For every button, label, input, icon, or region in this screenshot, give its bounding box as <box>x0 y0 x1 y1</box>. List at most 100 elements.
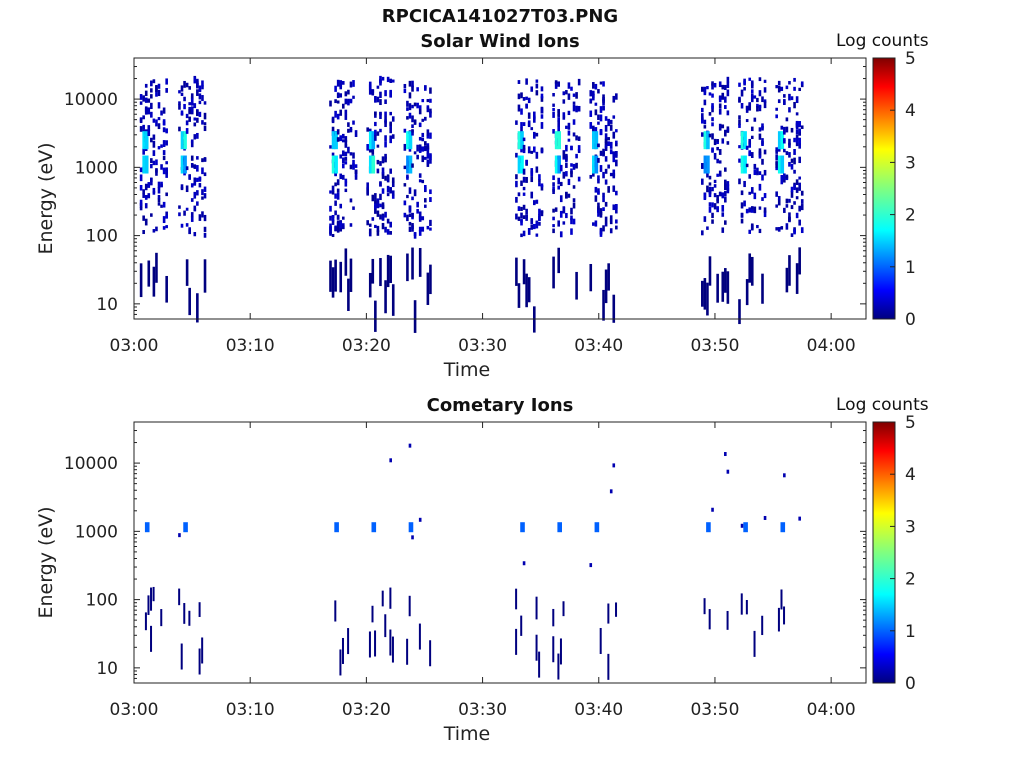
data-cell <box>795 96 799 104</box>
data-cell <box>711 212 714 219</box>
data-cell <box>334 110 337 118</box>
data-cell <box>515 180 518 188</box>
data-cell <box>795 129 799 135</box>
data-cell <box>604 179 608 185</box>
data-cell <box>562 221 566 225</box>
data-cell <box>612 131 616 139</box>
data-cell <box>178 90 181 94</box>
data-cell <box>602 150 605 157</box>
data-cell <box>374 134 377 141</box>
data-cell <box>368 631 371 658</box>
data-peak <box>777 131 782 150</box>
data-cell <box>198 183 202 188</box>
data-cell <box>750 89 754 94</box>
data-peak <box>743 155 747 174</box>
data-cell <box>339 221 343 228</box>
data-cell <box>552 224 555 228</box>
data-cell <box>589 174 593 179</box>
data-cell <box>203 101 207 105</box>
data-cell <box>424 198 427 203</box>
data-cell <box>756 167 759 174</box>
data-cell <box>609 215 613 223</box>
data-cell <box>785 117 789 122</box>
data-cell <box>408 226 412 232</box>
data-cell <box>366 127 369 132</box>
data-cell <box>329 260 332 292</box>
y-tick-label: 10 <box>96 295 118 315</box>
colorbar-tick-label: 1 <box>905 258 916 278</box>
data-cell <box>403 83 407 89</box>
data-cell <box>597 114 600 120</box>
data-cell <box>178 533 181 538</box>
data-cell <box>703 99 707 106</box>
data-cell <box>798 156 801 164</box>
data-cell <box>788 93 791 101</box>
data-cell <box>535 221 539 229</box>
data-cell <box>718 191 722 197</box>
data-cell <box>185 128 189 134</box>
data-cell <box>384 115 387 122</box>
data-cell <box>793 101 796 109</box>
data-cell <box>761 138 764 145</box>
data-cell <box>188 102 191 106</box>
data-cell <box>147 125 151 131</box>
data-cell <box>152 79 156 84</box>
data-cell <box>416 144 419 152</box>
data-cell <box>349 164 353 170</box>
data-cell <box>532 131 536 139</box>
data-cell <box>570 207 573 215</box>
data-cell <box>795 134 799 141</box>
data-cell <box>352 120 355 125</box>
data-cell <box>604 216 608 224</box>
data-cell <box>426 152 430 159</box>
data-cell <box>748 229 752 234</box>
data-cell <box>599 208 603 215</box>
data-peak <box>406 131 410 150</box>
data-cell <box>349 223 353 227</box>
data-cell <box>160 144 163 148</box>
data-cell <box>763 193 767 199</box>
data-cell <box>609 172 613 177</box>
data-cell <box>334 210 337 216</box>
data-cell <box>155 252 158 283</box>
data-cell <box>341 225 345 230</box>
data-cell <box>411 225 414 232</box>
data-cell <box>336 137 340 142</box>
data-cell <box>381 222 385 230</box>
data-cell <box>193 117 197 121</box>
data-cell <box>142 124 145 130</box>
data-cell <box>552 182 555 187</box>
data-cell <box>570 145 573 151</box>
data-cell <box>713 203 717 210</box>
data-cell <box>424 141 427 146</box>
data-cell <box>716 139 719 143</box>
data-cell <box>413 151 417 155</box>
data-cell <box>592 222 595 226</box>
data-cell <box>416 201 419 208</box>
data-cell <box>193 76 197 84</box>
data-cell <box>352 206 355 210</box>
data-cell <box>552 208 555 213</box>
data-cell <box>753 206 757 214</box>
data-cell <box>708 186 712 194</box>
data-cell <box>185 259 189 286</box>
data-cell <box>339 85 343 90</box>
data-cell <box>745 105 749 113</box>
x-tick-label: 03:50 <box>690 700 739 720</box>
data-cell <box>152 586 155 602</box>
data-cell <box>522 561 526 566</box>
data-cell <box>607 137 610 141</box>
data-cell <box>203 172 207 177</box>
data-cell <box>798 143 801 149</box>
data-cell <box>408 92 412 99</box>
data-cell <box>193 182 197 186</box>
data-cell <box>421 146 425 152</box>
data-cell <box>713 138 717 146</box>
data-cell <box>203 122 207 126</box>
data-peak <box>554 131 559 150</box>
data-cell <box>411 124 414 129</box>
data-cell <box>763 515 767 520</box>
data-cell <box>139 184 143 191</box>
data-cell <box>515 152 518 158</box>
data-cell <box>203 125 207 132</box>
